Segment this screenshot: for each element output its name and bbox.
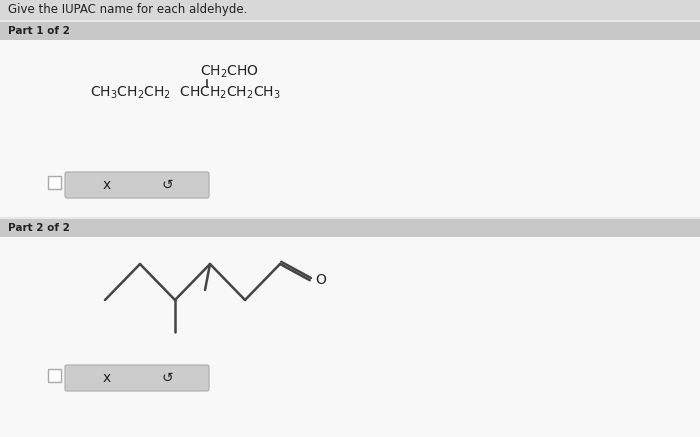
Bar xyxy=(0,22,700,40)
Bar xyxy=(48,176,61,189)
Bar xyxy=(0,219,700,237)
FancyBboxPatch shape xyxy=(65,172,209,198)
Text: x: x xyxy=(103,371,111,385)
Text: x: x xyxy=(103,178,111,192)
Text: Part 2 of 2: Part 2 of 2 xyxy=(8,223,70,233)
Text: Part 1 of 2: Part 1 of 2 xyxy=(8,26,70,36)
Bar xyxy=(0,0,700,20)
Bar xyxy=(48,369,61,382)
Text: CH$_3$CH$_2$CH$_2$  CHCH$_2$CH$_2$CH$_3$: CH$_3$CH$_2$CH$_2$ CHCH$_2$CH$_2$CH$_3$ xyxy=(90,85,281,101)
Bar xyxy=(0,40,700,217)
FancyBboxPatch shape xyxy=(65,365,209,391)
Text: O: O xyxy=(315,273,326,287)
Text: CH$_2$CHO: CH$_2$CHO xyxy=(200,64,259,80)
Bar xyxy=(0,237,700,437)
Text: Give the IUPAC name for each aldehyde.: Give the IUPAC name for each aldehyde. xyxy=(8,3,247,17)
Text: ↺: ↺ xyxy=(161,178,173,192)
Text: ↺: ↺ xyxy=(161,371,173,385)
